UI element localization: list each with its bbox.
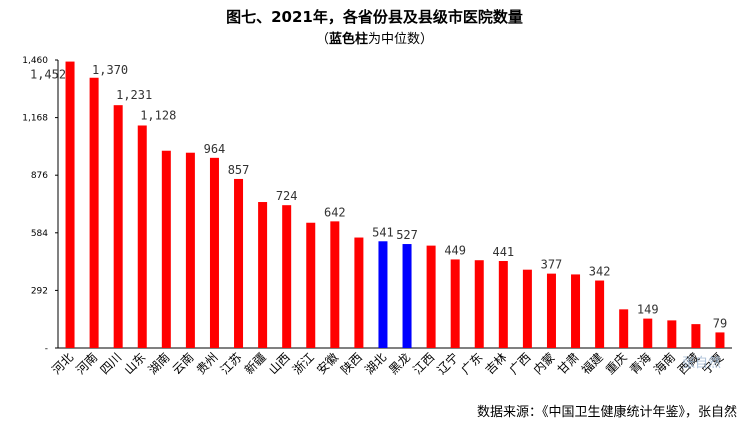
x-tick-label: 青海 xyxy=(626,350,654,378)
bar-21 xyxy=(546,273,556,348)
bar-4 xyxy=(137,125,147,348)
x-tick-label: 辽宁 xyxy=(434,350,462,378)
x-tick-label: 黑龙 xyxy=(386,350,413,377)
chart-title: 图七、2021年，各省份县及县级市医院数量 xyxy=(226,8,523,26)
x-tick-label: 山东 xyxy=(121,350,148,377)
data-label: 79 xyxy=(713,316,727,330)
x-tick-label: 山西 xyxy=(266,350,293,377)
data-label: 1,128 xyxy=(140,108,176,122)
x-tick-label: 河南 xyxy=(73,350,101,378)
bar-2 xyxy=(89,77,99,349)
x-tick-label: 河北 xyxy=(49,350,76,377)
bar-1 xyxy=(65,61,75,348)
bar-24 xyxy=(619,309,629,348)
y-tick-label: 876 xyxy=(31,171,48,181)
data-label: 377 xyxy=(541,258,563,272)
bar-17 xyxy=(450,259,460,348)
bar-19 xyxy=(498,261,508,348)
x-tick-label: 内蒙 xyxy=(531,350,558,377)
x-tick-label: 甘肃 xyxy=(555,350,582,377)
data-label: 342 xyxy=(589,265,611,279)
bar-8 xyxy=(234,178,244,348)
bar-16 xyxy=(426,245,436,348)
x-tick-label: 贵州 xyxy=(194,350,221,377)
bar-13 xyxy=(354,237,364,348)
data-label: 724 xyxy=(276,189,298,203)
y-tick-label: 1,168 xyxy=(22,114,48,124)
data-label: 541 xyxy=(372,225,394,239)
data-label: 1,452 xyxy=(30,68,66,82)
bar-6 xyxy=(185,152,195,348)
bar-27 xyxy=(691,324,701,348)
data-label: 964 xyxy=(204,142,226,156)
bar-20 xyxy=(522,269,532,348)
bar-18 xyxy=(474,260,484,348)
x-tick-label: 湖南 xyxy=(145,350,173,378)
y-tick-label: - xyxy=(45,344,48,354)
data-label: 441 xyxy=(492,245,514,259)
x-tick-label: 新疆 xyxy=(241,350,269,378)
bar-7 xyxy=(209,157,219,348)
x-tick-label: 江苏 xyxy=(218,350,245,377)
bar-23 xyxy=(595,280,605,348)
data-label: 857 xyxy=(228,163,250,177)
bar-9 xyxy=(258,202,268,348)
data-label: 642 xyxy=(324,205,346,219)
bar-11 xyxy=(306,222,316,348)
bar-3 xyxy=(113,105,123,348)
chart-subtitle: （蓝色柱为中位数） xyxy=(0,28,749,47)
data-label: 449 xyxy=(444,243,466,257)
x-tick-label: 吉林 xyxy=(483,350,510,377)
bar-14 xyxy=(378,241,388,348)
x-tick-label: 江西 xyxy=(410,350,437,377)
bar-5 xyxy=(161,150,171,348)
y-tick-label: 584 xyxy=(31,229,48,239)
bar-26 xyxy=(667,320,677,348)
data-label: 1,370 xyxy=(92,63,128,77)
subtitle-prefix: （ xyxy=(315,32,329,47)
bar-12 xyxy=(330,221,340,348)
x-tick-label: 广西 xyxy=(507,350,534,377)
x-tick-label: 安徽 xyxy=(313,350,341,378)
source-note: 数据来源：《中国卫生健康统计年鉴》，张自然 xyxy=(476,405,737,420)
bar-10 xyxy=(282,205,292,348)
x-tick-label: 云南 xyxy=(169,350,197,378)
x-tick-label: 海南 xyxy=(650,350,678,378)
bar-15 xyxy=(402,244,412,348)
subtitle-rest: 为中位数） xyxy=(368,32,434,47)
x-tick-label: 福建 xyxy=(578,350,606,378)
x-tick-label: 四川 xyxy=(97,350,124,377)
bar-28 xyxy=(715,332,725,348)
data-label: 1,231 xyxy=(116,88,152,102)
data-label: 149 xyxy=(637,303,659,317)
x-tick-label: 广东 xyxy=(458,350,485,377)
x-tick-label: 重庆 xyxy=(603,350,630,377)
x-tick-label: 湖北 xyxy=(361,350,389,378)
watermark-text: 张自然 xyxy=(682,356,722,371)
y-tick-label: 1,460 xyxy=(22,56,48,66)
data-label: 527 xyxy=(396,228,418,242)
bar-22 xyxy=(571,274,581,348)
x-tick-label: 陕西 xyxy=(337,350,365,378)
bar-25 xyxy=(643,318,653,348)
subtitle-highlight: 蓝色柱 xyxy=(328,32,368,47)
y-tick-label: 292 xyxy=(31,286,48,296)
x-tick-label: 浙江 xyxy=(290,350,317,377)
